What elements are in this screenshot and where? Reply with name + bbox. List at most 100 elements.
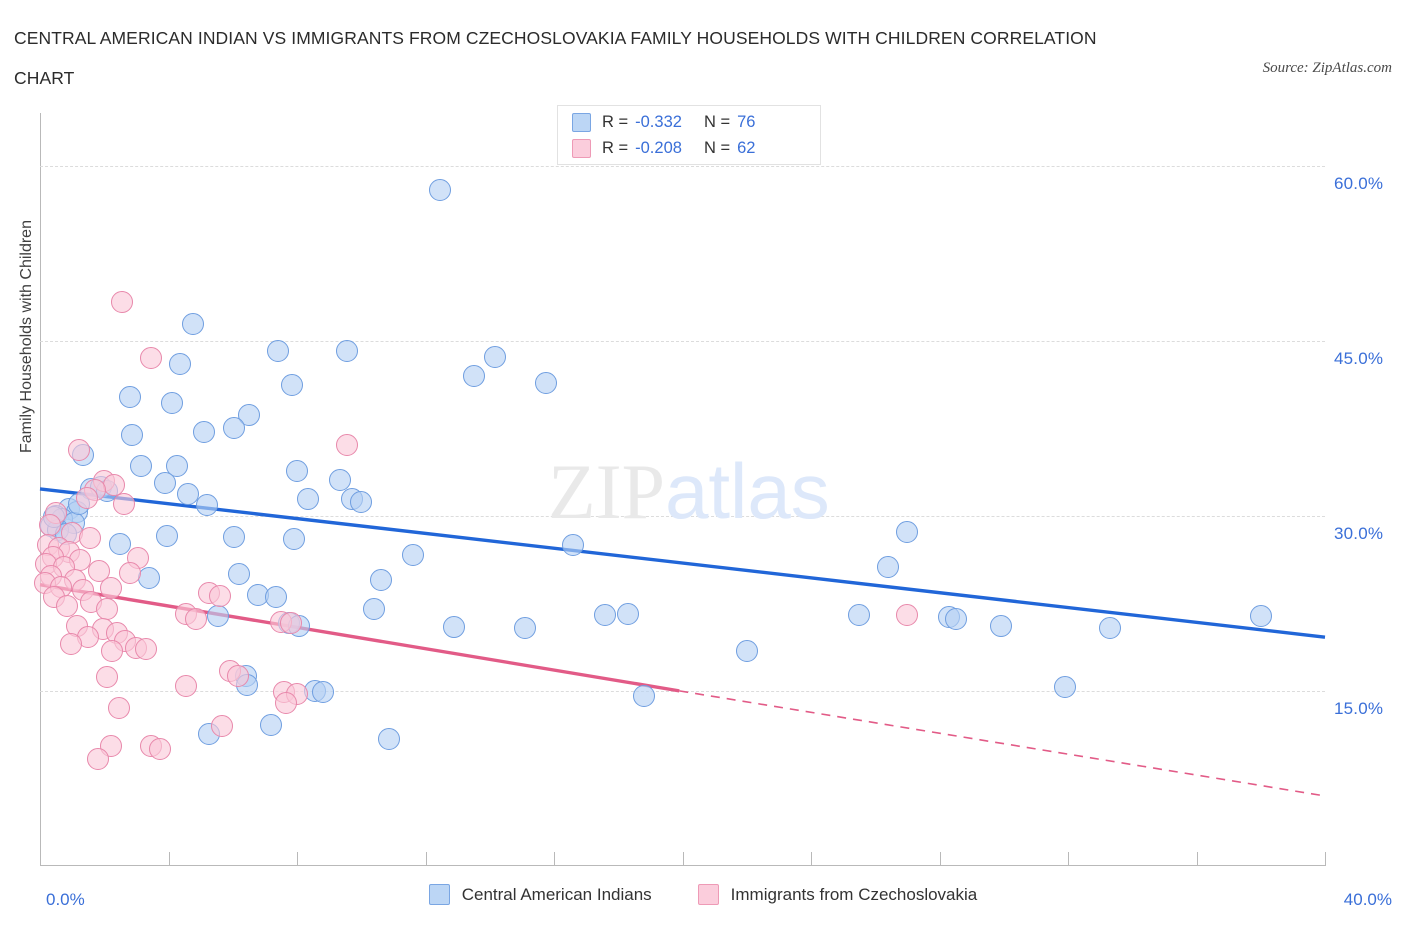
data-point[interactable]: [282, 528, 305, 551]
stats-r-value-2: -0.208: [635, 138, 682, 157]
data-point[interactable]: [363, 598, 386, 621]
data-point[interactable]: [896, 521, 919, 544]
data-point[interactable]: [335, 433, 358, 456]
data-point[interactable]: [237, 404, 260, 427]
data-point[interactable]: [196, 494, 219, 517]
data-point[interactable]: [208, 585, 231, 608]
data-point[interactable]: [139, 347, 162, 370]
data-point[interactable]: [67, 439, 90, 462]
data-point[interactable]: [86, 747, 109, 770]
stats-swatch-blue: [572, 112, 591, 132]
data-point[interactable]: [562, 533, 585, 556]
data-point[interactable]: [534, 371, 557, 394]
data-point[interactable]: [120, 424, 143, 447]
data-point[interactable]: [297, 488, 320, 511]
data-point[interactable]: [112, 493, 135, 516]
data-point[interactable]: [149, 738, 172, 761]
data-point[interactable]: [286, 460, 308, 483]
data-point[interactable]: [944, 607, 967, 630]
data-point[interactable]: [266, 340, 289, 363]
title-line-2: CHART: [14, 68, 75, 88]
x-tick-1: [168, 852, 170, 866]
data-point[interactable]: [281, 374, 304, 396]
data-point[interactable]: [369, 568, 392, 591]
data-point[interactable]: [223, 417, 246, 440]
data-point[interactable]: [118, 385, 141, 408]
data-point[interactable]: [118, 561, 141, 584]
data-point[interactable]: [160, 391, 183, 414]
data-point[interactable]: [377, 727, 400, 750]
data-point[interactable]: [59, 633, 82, 656]
data-point[interactable]: [56, 594, 79, 617]
data-point[interactable]: [135, 637, 157, 660]
data-point[interactable]: [1053, 676, 1076, 699]
data-point[interactable]: [514, 616, 537, 639]
page-title: CENTRAL AMERICAN INDIAN VS IMMIGRANTS FR…: [14, 18, 1214, 98]
data-point[interactable]: [848, 604, 871, 626]
data-point[interactable]: [210, 714, 233, 737]
data-point[interactable]: [462, 364, 485, 387]
legend-item-central-american-indians[interactable]: Central American Indians: [428, 884, 652, 905]
data-point[interactable]: [989, 614, 1012, 637]
data-point[interactable]: [75, 487, 98, 510]
data-point[interactable]: [401, 544, 424, 567]
data-point[interactable]: [130, 454, 153, 477]
data-point[interactable]: [110, 291, 133, 314]
data-point[interactable]: [594, 604, 617, 626]
data-point[interactable]: [335, 340, 358, 363]
data-point[interactable]: [109, 532, 132, 555]
data-point[interactable]: [176, 482, 199, 505]
chart-legend: Central American Indians Immigrants from…: [0, 884, 1406, 905]
data-point[interactable]: [632, 684, 655, 707]
data-point[interactable]: [99, 577, 122, 600]
data-point[interactable]: [1098, 616, 1121, 639]
data-point[interactable]: [155, 524, 178, 547]
trendline-1: [39, 582, 680, 693]
data-point[interactable]: [274, 691, 297, 714]
data-point[interactable]: [228, 563, 251, 586]
data-point[interactable]: [311, 681, 334, 704]
data-point[interactable]: [101, 640, 124, 663]
data-point[interactable]: [223, 525, 246, 548]
data-point[interactable]: [154, 472, 177, 495]
data-point[interactable]: [192, 420, 215, 443]
data-point[interactable]: [329, 468, 352, 491]
data-point[interactable]: [428, 179, 451, 202]
data-point[interactable]: [168, 353, 191, 375]
data-point[interactable]: [184, 607, 207, 630]
data-point[interactable]: [138, 566, 161, 589]
legend-item-immigrants-from-czechoslovakia[interactable]: Immigrants from Czechoslovakia: [697, 884, 977, 905]
data-point[interactable]: [279, 612, 302, 635]
data-point[interactable]: [165, 454, 188, 477]
y-axis-label-30.0: 30.0%: [1334, 523, 1384, 543]
source-attribution: Source: ZipAtlas.com: [1262, 60, 1392, 76]
data-point[interactable]: [483, 345, 506, 368]
data-point[interactable]: [350, 490, 373, 513]
legend-label-blue: Central American Indians: [461, 884, 652, 904]
x-axis-label-min: 0.0%: [46, 890, 85, 909]
stats-r-label-2: R =: [602, 138, 629, 157]
data-point[interactable]: [265, 586, 288, 609]
data-point[interactable]: [38, 514, 61, 537]
data-point[interactable]: [896, 604, 919, 626]
data-point[interactable]: [616, 602, 639, 625]
data-point[interactable]: [260, 713, 283, 736]
data-point[interactable]: [88, 559, 111, 582]
data-point[interactable]: [107, 697, 130, 720]
data-point[interactable]: [181, 313, 204, 336]
gridline-60.0: [40, 165, 1325, 167]
data-point[interactable]: [735, 640, 758, 663]
data-point[interactable]: [78, 526, 101, 549]
x-tick-5: [682, 852, 684, 866]
trendlines: [39, 487, 1326, 797]
x-tick-8: [1068, 852, 1069, 866]
data-point[interactable]: [96, 665, 119, 688]
data-point[interactable]: [175, 675, 198, 698]
data-point[interactable]: [877, 556, 900, 579]
data-point[interactable]: [226, 664, 249, 687]
data-point[interactable]: [1249, 605, 1272, 628]
scatter-plot: Family Households with Children: [18, 113, 1326, 866]
stats-r-label-1: R =: [602, 112, 629, 131]
data-point[interactable]: [443, 615, 466, 638]
y-axis-label-60.0: 60.0%: [1334, 173, 1384, 193]
